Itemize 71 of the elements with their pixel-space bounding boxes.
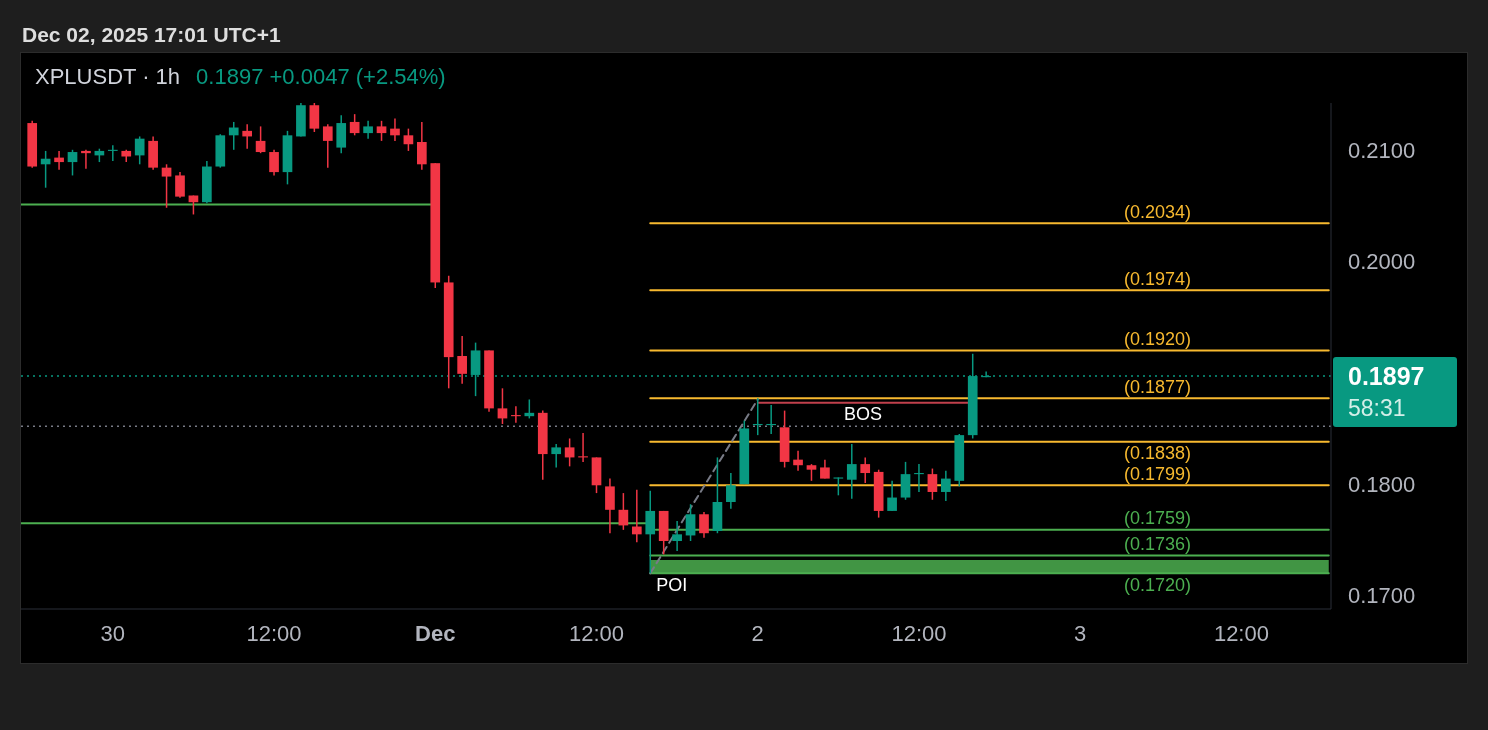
series-label: (0.1736) xyxy=(1123,534,1191,554)
y-tick-label: 0.1700 xyxy=(1348,583,1416,609)
text: 58:31 xyxy=(1348,395,1406,422)
candlestick xyxy=(578,432,588,463)
text: 0.1897 +0.0047 (+2.54%) xyxy=(196,64,446,89)
candlestick xyxy=(672,520,682,552)
candlestick xyxy=(242,123,253,150)
x-tick-label: 3 xyxy=(1074,620,1087,646)
candlestick xyxy=(927,467,938,501)
x-tick-label: 12:00 xyxy=(246,620,302,646)
candlestick xyxy=(457,335,467,385)
x-tick-label: 12:00 xyxy=(568,620,625,646)
candlestick xyxy=(631,488,642,543)
x-tick-label: 12:00 xyxy=(1213,620,1269,646)
candlestick xyxy=(403,127,414,152)
candlestick xyxy=(390,117,400,142)
candlestick xyxy=(175,171,185,199)
candlestick xyxy=(107,144,118,162)
candlestick xyxy=(914,463,924,493)
candlestick xyxy=(726,472,736,510)
candlestick xyxy=(376,120,387,142)
candlestick xyxy=(134,135,145,166)
annotation: POI xyxy=(656,574,688,595)
candlestick xyxy=(941,470,951,502)
candlestick xyxy=(67,149,78,177)
candlestick xyxy=(255,125,266,154)
candlestick xyxy=(161,163,172,209)
x-tick-label: 30 xyxy=(100,620,126,646)
candlestick xyxy=(349,113,360,137)
series-label: (0.1877) xyxy=(1123,376,1191,397)
y-tick-label: 0.1800 xyxy=(1348,471,1416,497)
candlestick xyxy=(269,149,279,177)
y-tick-label: 0.2100 xyxy=(1348,137,1416,163)
ref-line-label: 0.1897 xyxy=(1348,362,1425,391)
chart-subtitle: XPLUSDT · 1h xyxy=(35,64,181,89)
candlestick xyxy=(605,477,615,534)
candlestick xyxy=(685,503,696,542)
series-label: (0.1799) xyxy=(1123,463,1191,484)
series-label: (0.1720) xyxy=(1123,574,1191,595)
x-tick-label: Dec xyxy=(415,620,456,646)
candlestick xyxy=(81,149,91,170)
chart-title: Dec 02, 2025 17:01 UTC+1 xyxy=(22,23,281,46)
candlestick xyxy=(228,121,239,151)
candlestick xyxy=(846,443,857,500)
candlestick xyxy=(752,397,763,436)
candlestick xyxy=(54,150,64,171)
series-label: (0.1974) xyxy=(1123,268,1191,289)
candlestick xyxy=(860,456,871,484)
candlestick xyxy=(309,103,320,133)
candlestick xyxy=(766,404,777,435)
series-label: BOS xyxy=(843,404,882,425)
y-tick-label: 0.2000 xyxy=(1348,249,1416,275)
candlestick xyxy=(524,398,535,420)
candlestick xyxy=(645,490,656,575)
series-label: (0.1838) xyxy=(1123,443,1191,464)
x-tick-label: 12:00 xyxy=(891,620,947,646)
series-label: (0.1920) xyxy=(1123,328,1191,349)
candlestick xyxy=(699,511,709,539)
candlestick xyxy=(551,443,562,469)
candlestick xyxy=(511,405,521,424)
candlestick xyxy=(887,480,897,512)
series-label: (0.1759) xyxy=(1123,508,1191,529)
candlestick xyxy=(322,123,333,169)
candlestick xyxy=(900,461,911,501)
candlestick xyxy=(417,121,427,171)
series-label: (0.2034) xyxy=(1123,201,1191,222)
candlestick xyxy=(564,437,575,468)
x-tick-label: 2 xyxy=(751,620,764,646)
candlestick xyxy=(820,458,830,480)
candlestick xyxy=(793,449,803,472)
candlestick xyxy=(497,387,508,425)
